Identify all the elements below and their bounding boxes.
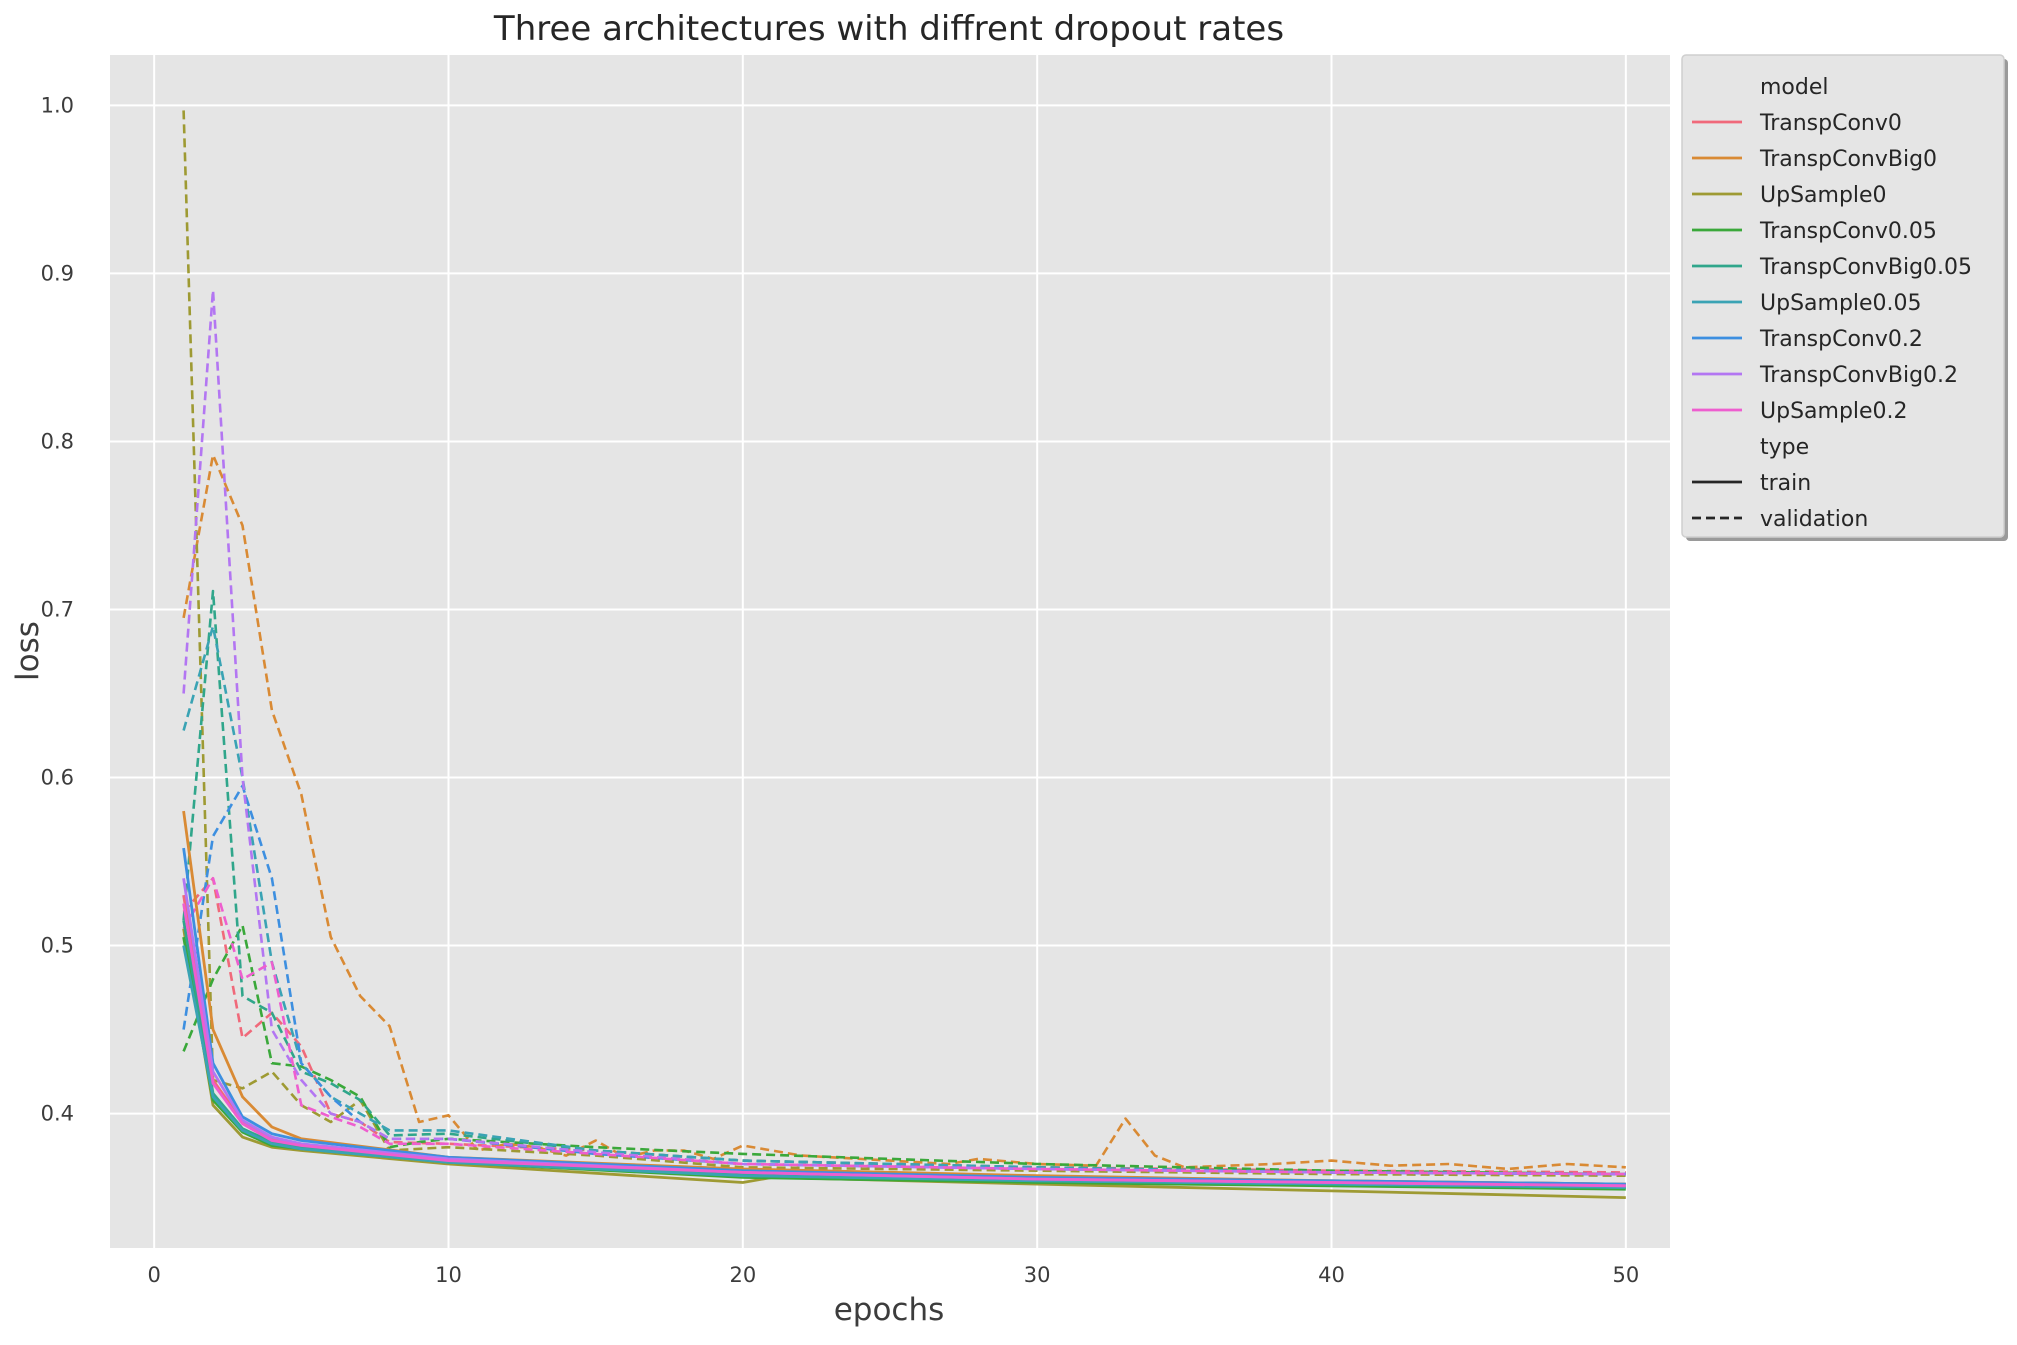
legend-entry-model: TranspConvBig0.2	[1759, 363, 1958, 388]
series-line-train-5	[182, 945, 1626, 1189]
x-tick-label: 0	[147, 1263, 160, 1287]
legend: model type TranspConv0 TranspConvBig0 UpSa…	[1681, 54, 2008, 541]
x-tick-label: 40	[1318, 1263, 1345, 1287]
series-line-validation-8	[182, 876, 1626, 1176]
series-group	[182, 110, 1626, 1199]
series-line-train-6	[182, 847, 1626, 1186]
y-tick-label: 0.7	[41, 597, 74, 621]
y-tick-label: 1.0	[41, 93, 74, 117]
tick-labels: 0 10 20 30 40 50 0.4 0.5 0.6 0.7 0.8 0.9 1.0	[41, 93, 1640, 1287]
legend-box	[1681, 54, 2005, 538]
legend-entry-model: TranspConv0.05	[1759, 219, 1937, 244]
legend-header-model: model	[1760, 75, 1829, 100]
x-tick-label: 50	[1612, 1263, 1639, 1287]
series-line-validation-1	[182, 453, 1626, 1171]
series-line-validation-7	[182, 288, 1626, 1176]
x-axis-label: epochs	[834, 1292, 945, 1328]
legend-entry-type: train	[1760, 471, 1811, 496]
legend-entry-model: TranspConvBig0.05	[1759, 255, 1972, 280]
y-tick-label: 0.5	[41, 934, 74, 958]
y-axis-label: loss	[10, 621, 46, 681]
series-line-train-2	[182, 928, 1626, 1199]
grid	[110, 55, 1670, 1248]
legend-entry-model: UpSample0	[1760, 183, 1887, 208]
plot-area	[110, 55, 1670, 1248]
legend-entry-type: validation	[1760, 507, 1868, 532]
y-tick-label: 0.8	[41, 429, 74, 453]
y-tick-label: 0.6	[41, 766, 74, 790]
chart-title: Three architectures with diffrent dropou…	[493, 9, 1284, 49]
x-tick-label: 20	[729, 1263, 756, 1287]
legend-entry-model: UpSample0.05	[1760, 291, 1922, 316]
legend-entry-model: UpSample0.2	[1760, 399, 1908, 424]
x-tick-label: 10	[435, 1263, 462, 1287]
legend-entry-model: TranspConv0.2	[1759, 327, 1923, 352]
series-line-validation-5	[182, 624, 1626, 1176]
series-line-validation-2	[182, 110, 1626, 1177]
legend-header-type: type	[1760, 435, 1809, 460]
legend-entry-model: TranspConvBig0	[1759, 147, 1937, 172]
y-tick-label: 0.4	[41, 1102, 74, 1126]
x-tick-label: 30	[1024, 1263, 1051, 1287]
y-tick-label: 0.9	[41, 261, 74, 285]
legend-entry-model: TranspConv0	[1759, 111, 1902, 136]
series-line-train-8	[182, 903, 1626, 1188]
